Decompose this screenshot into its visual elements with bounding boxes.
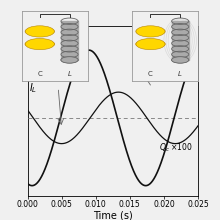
Ellipse shape [25, 40, 54, 48]
Text: 2: 2 [33, 31, 41, 44]
Text: L: L [68, 71, 72, 77]
Ellipse shape [136, 40, 165, 48]
Text: C: C [37, 71, 42, 77]
Ellipse shape [25, 28, 54, 35]
Text: L: L [178, 71, 182, 77]
Bar [172, 21, 189, 60]
Ellipse shape [61, 57, 78, 63]
Ellipse shape [136, 26, 165, 37]
Text: C: C [148, 71, 153, 77]
Text: $I_L$: $I_L$ [29, 81, 38, 95]
Ellipse shape [25, 26, 54, 37]
X-axis label: Time (s): Time (s) [93, 210, 133, 220]
Ellipse shape [25, 38, 54, 50]
Ellipse shape [136, 28, 165, 35]
Bar [61, 21, 78, 60]
Ellipse shape [136, 38, 165, 50]
Text: $Q_c$ ×100: $Q_c$ ×100 [159, 141, 193, 154]
Ellipse shape [172, 57, 189, 63]
